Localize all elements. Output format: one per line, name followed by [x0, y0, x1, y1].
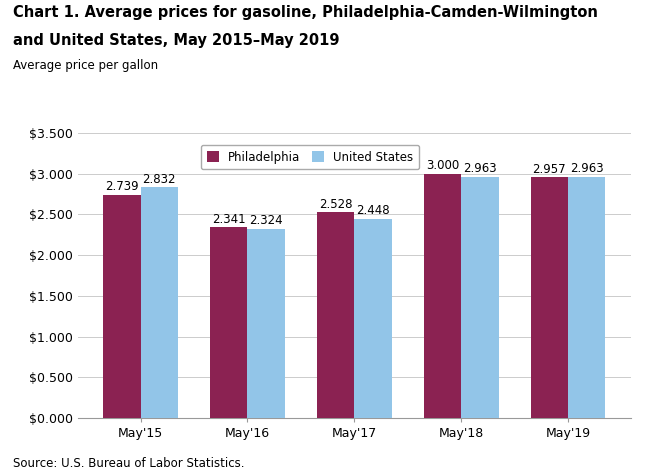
Text: 2.341: 2.341: [212, 213, 246, 226]
Legend: Philadelphia, United States: Philadelphia, United States: [201, 144, 419, 170]
Text: Source: U.S. Bureau of Labor Statistics.: Source: U.S. Bureau of Labor Statistics.: [13, 457, 244, 470]
Text: 2.963: 2.963: [463, 162, 497, 175]
Text: Chart 1. Average prices for gasoline, Philadelphia-Camden-Wilmington: Chart 1. Average prices for gasoline, Ph…: [13, 5, 598, 20]
Text: 2.957: 2.957: [532, 162, 566, 176]
Bar: [568, 177, 605, 418]
Text: 2.963: 2.963: [570, 162, 603, 175]
Text: 2.739: 2.739: [105, 180, 138, 193]
Bar: [317, 212, 354, 418]
Text: 2.448: 2.448: [356, 204, 390, 217]
Text: Average price per gallon: Average price per gallon: [13, 59, 158, 72]
Bar: [354, 218, 392, 418]
Text: and United States, May 2015–May 2019: and United States, May 2015–May 2019: [13, 33, 339, 48]
Text: 2.528: 2.528: [318, 198, 352, 210]
Bar: [424, 174, 461, 418]
Bar: [248, 229, 285, 418]
Text: 2.832: 2.832: [142, 173, 176, 186]
Text: 2.324: 2.324: [249, 214, 283, 227]
Bar: [103, 195, 140, 418]
Bar: [140, 188, 178, 418]
Bar: [461, 177, 499, 418]
Bar: [210, 228, 248, 418]
Bar: [530, 177, 568, 418]
Text: 3.000: 3.000: [426, 159, 459, 172]
